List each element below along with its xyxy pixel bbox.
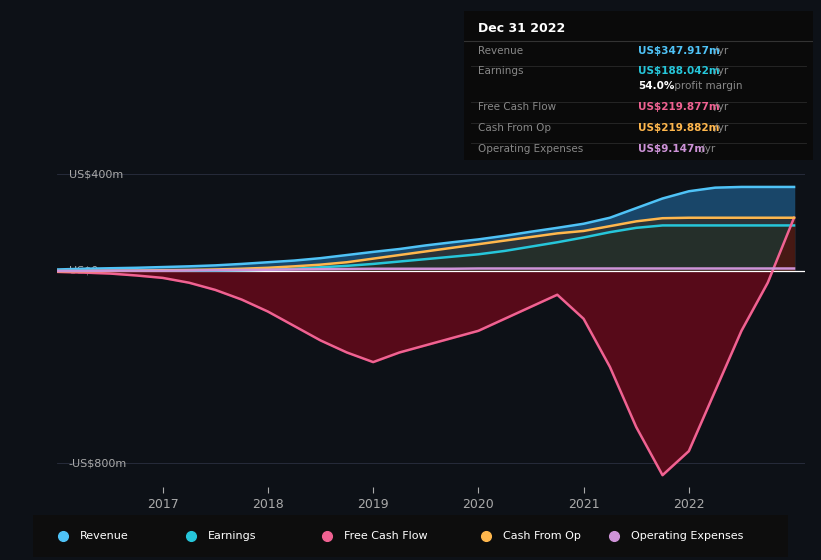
Text: US$0: US$0 <box>69 265 98 276</box>
Text: Free Cash Flow: Free Cash Flow <box>344 531 428 541</box>
Text: 54.0%: 54.0% <box>639 81 675 91</box>
Text: /yr: /yr <box>711 102 728 112</box>
Text: /yr: /yr <box>711 67 728 77</box>
Text: US$219.882m: US$219.882m <box>639 123 720 133</box>
Text: /yr: /yr <box>711 46 728 56</box>
Text: Operating Expenses: Operating Expenses <box>478 144 583 153</box>
Text: US$347.917m: US$347.917m <box>639 46 720 56</box>
Text: Operating Expenses: Operating Expenses <box>631 531 744 541</box>
Text: Earnings: Earnings <box>208 531 257 541</box>
Text: Revenue: Revenue <box>478 46 523 56</box>
Text: Cash From Op: Cash From Op <box>502 531 580 541</box>
Text: profit margin: profit margin <box>672 81 743 91</box>
Text: Cash From Op: Cash From Op <box>478 123 551 133</box>
Text: Revenue: Revenue <box>80 531 128 541</box>
Text: US$219.877m: US$219.877m <box>639 102 720 112</box>
Text: /yr: /yr <box>698 144 715 153</box>
Text: Free Cash Flow: Free Cash Flow <box>478 102 556 112</box>
Text: Dec 31 2022: Dec 31 2022 <box>478 22 565 35</box>
Text: US$400m: US$400m <box>69 170 123 179</box>
Text: US$188.042m: US$188.042m <box>639 67 720 77</box>
Text: /yr: /yr <box>711 123 728 133</box>
Text: -US$800m: -US$800m <box>69 458 127 468</box>
Text: US$9.147m: US$9.147m <box>639 144 705 153</box>
Text: Earnings: Earnings <box>478 67 523 77</box>
